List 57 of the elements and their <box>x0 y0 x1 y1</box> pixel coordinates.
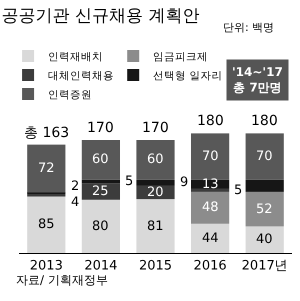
bar <box>136 199 175 253</box>
data-label: 9 <box>180 175 188 190</box>
bar <box>190 224 230 253</box>
data-label: 52 <box>256 202 273 217</box>
data-label: 13 <box>202 177 219 192</box>
data-label: 70 <box>256 149 273 164</box>
x-tick-label: 2014 <box>84 258 118 274</box>
data-label: 60 <box>147 152 164 167</box>
bar <box>246 180 284 192</box>
data-label: 20 <box>147 185 164 200</box>
bar <box>82 140 120 180</box>
data-label: 2 <box>71 179 80 194</box>
text: '14~'17 총 7만명 <box>232 65 283 95</box>
legend-label: 선택형 일자리 <box>153 70 223 82</box>
data-label: 40 <box>256 232 273 247</box>
total-label: 170 <box>87 120 114 136</box>
bar <box>246 226 284 253</box>
bar <box>82 183 120 200</box>
bar <box>190 188 230 192</box>
total-label: 170 <box>142 120 169 136</box>
bar <box>27 144 66 192</box>
bar <box>136 180 175 186</box>
text: 자료/ 기획재정부 <box>16 273 108 287</box>
bar <box>190 133 230 180</box>
bar <box>82 180 120 184</box>
legend-label: 인력증원 <box>48 89 92 102</box>
x-tick-label: 2013 <box>30 258 63 274</box>
data-label: 72 <box>38 161 55 176</box>
bar <box>136 140 175 180</box>
bar <box>190 192 230 224</box>
data-label: 80 <box>92 219 109 234</box>
x-tick-label: 2015 <box>138 258 172 274</box>
data-label: 4 <box>71 195 80 210</box>
data-label: 5 <box>125 174 134 189</box>
total-label: 총 163 <box>24 125 70 141</box>
legend-label: 임금피크제 <box>153 51 208 64</box>
bar <box>82 200 120 253</box>
legend-label: 대체인력채용 <box>48 70 114 82</box>
x-tick-label: 2016 <box>194 258 227 274</box>
data-label: 25 <box>92 184 109 199</box>
bar <box>246 133 284 180</box>
data-label: 48 <box>202 200 219 215</box>
data-label: 85 <box>38 217 55 232</box>
data-label: 44 <box>202 231 219 246</box>
total-label: 180 <box>197 113 224 129</box>
bar <box>27 194 66 196</box>
data-label: 81 <box>147 219 164 234</box>
total-label: 180 <box>251 113 278 129</box>
legend-label: 인력재배치 <box>48 51 104 64</box>
bar <box>27 196 66 253</box>
data-label: 60 <box>92 152 109 167</box>
bar <box>246 192 284 226</box>
chart-subtitle: 단위: 백명 <box>223 21 274 34</box>
x-tick-label: 2017년 <box>242 258 288 274</box>
data-label: 70 <box>202 149 219 164</box>
data-label: 5 <box>234 183 242 198</box>
chart-title: 공공기관 신규채용 계획안 <box>2 6 200 26</box>
